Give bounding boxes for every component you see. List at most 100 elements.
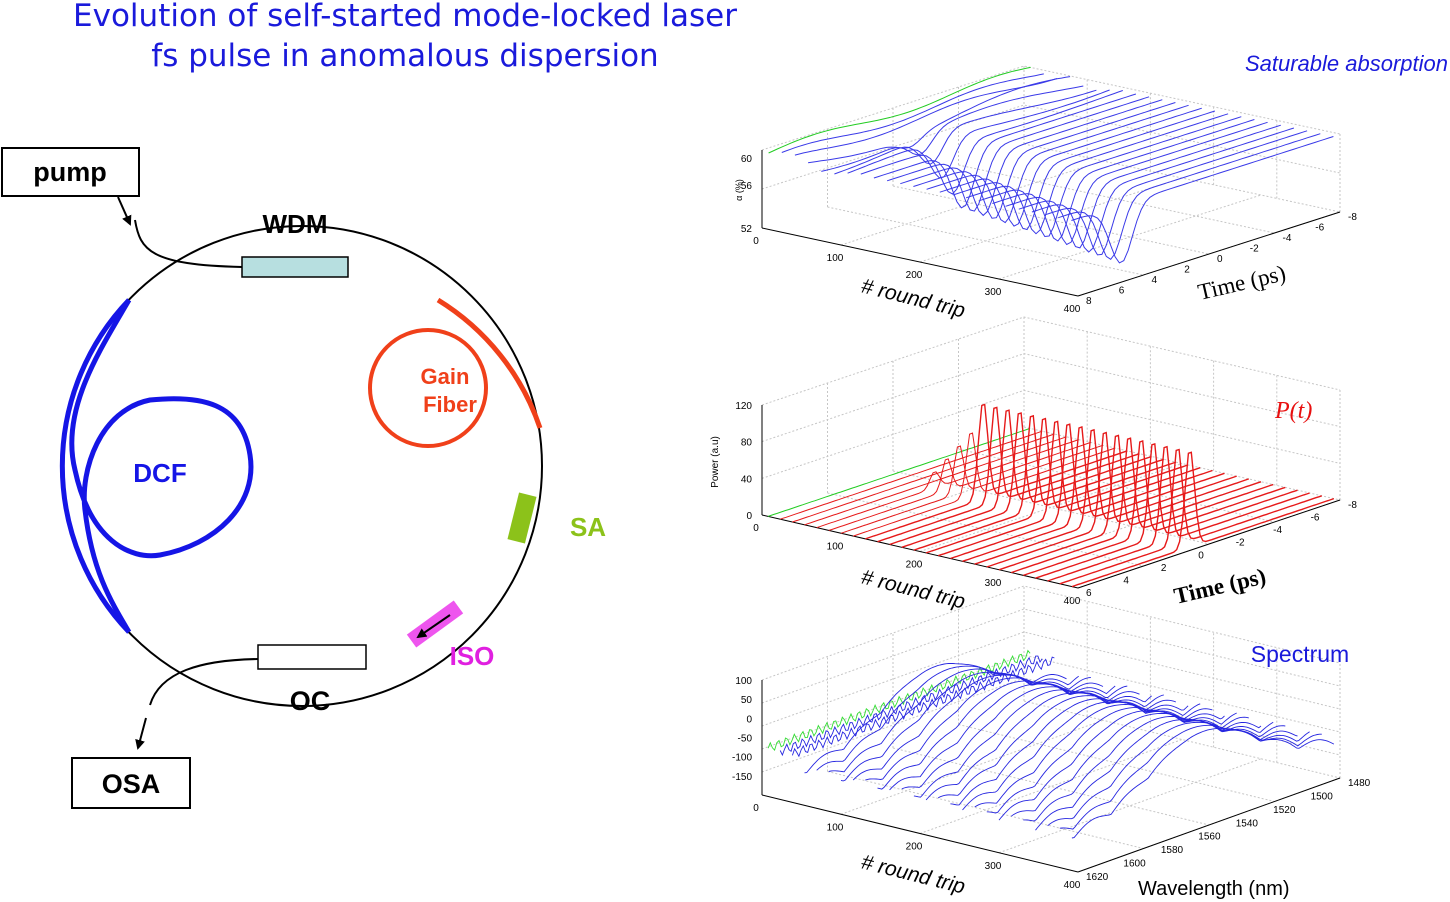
spectrum-value-tick: -50: [738, 734, 753, 745]
osa-box: [71, 757, 191, 809]
sa-trace: [926, 104, 1189, 224]
power-axis-tick: -8: [1348, 500, 1357, 511]
power-trace: [974, 428, 1237, 565]
spectrum-axis-tick: 1580: [1161, 845, 1184, 856]
spectrum-value-tick: -100: [732, 753, 752, 764]
gain-fiber-coil: [368, 328, 488, 448]
power-trace: [865, 403, 1128, 540]
sa-axis-tick: -8: [1348, 212, 1357, 223]
power-trace: [853, 432, 1116, 537]
power-axes: [761, 405, 1341, 589]
sa-value-tick: 60: [741, 154, 753, 165]
power-round-trip-tick: 100: [827, 541, 844, 552]
pump-fiber: [134, 219, 243, 268]
spectrum-trace: [901, 686, 1164, 790]
sa-trace: [1005, 121, 1268, 246]
plot-spectrum: 0 100 200 300 400 1480 1500 1520 1540 1560 1580 160…: [732, 585, 1371, 900]
sa-round-trip-tick: 200: [906, 270, 923, 281]
spectrum-trace: [816, 665, 1079, 771]
sa-gridlines: [761, 65, 1342, 297]
power-trace: [1023, 440, 1286, 577]
sa-trace: [847, 89, 1110, 179]
sa-axis-tick: 4: [1152, 275, 1158, 286]
gain-label-line-2: Fiber: [423, 392, 477, 417]
sa-round-trip-tick: 400: [1064, 304, 1081, 315]
spectrum-trace: [1023, 715, 1286, 822]
spectrum-trace: [937, 695, 1201, 799]
power-xlabel: # round trip: [859, 566, 968, 614]
spectrum-axis-tick: 1520: [1273, 805, 1296, 816]
gain-label-line-1: Gain: [421, 364, 470, 389]
spectrum-trace: [1047, 721, 1310, 827]
power-plot-label: P(t): [1274, 398, 1312, 424]
sa-round-trip-tick: 0: [753, 236, 759, 247]
power-axis-tick: 2: [1161, 563, 1167, 574]
sa-axes: [761, 150, 1341, 297]
sa-trace: [900, 99, 1163, 217]
sa-axis-tick: 2: [1184, 265, 1190, 276]
power-value-tick: 0: [746, 511, 752, 522]
title-line-2: fs pulse in anomalous dispersion: [151, 38, 659, 74]
sa-trace: [821, 85, 1084, 172]
power-trace: [792, 433, 1055, 523]
spectrum-round-trip-tick: 400: [1064, 880, 1081, 891]
spectrum-trace: [828, 668, 1091, 773]
sa-axis-tick: 6: [1119, 286, 1125, 297]
power-trace: [840, 444, 1104, 534]
spectrum-axis-tick: 1500: [1311, 791, 1334, 802]
power-round-trip-tick: 300: [985, 578, 1002, 589]
laser-cavity-diagram: DCF Gain Fiber SA ISO WDM pump OC OSA: [1, 147, 606, 809]
power-trace: [780, 430, 1043, 520]
osa-label: OSA: [102, 769, 161, 799]
power-round-trip-tick: 400: [1064, 596, 1081, 607]
spectrum-trace: [767, 649, 1031, 751]
power-trace: [937, 420, 1201, 557]
sa-trace: [1018, 124, 1281, 249]
spectrum-axis-tick: 1620: [1086, 872, 1109, 883]
sa-trace: [808, 76, 1071, 164]
power-trace: [950, 423, 1213, 560]
gain-fiber-arc: [436, 297, 543, 429]
spectrum-trace: [865, 677, 1128, 781]
iso-direction-arrow: [416, 614, 451, 639]
sa-round-trip-tick: 100: [827, 253, 844, 264]
spectrum-wlabel: Wavelength (nm): [1138, 878, 1290, 900]
spectrum-trace: [1071, 728, 1335, 839]
spectrum-ticks: 0 100 200 300 400 1480 1500 1520 1540 1560 1580 160…: [732, 676, 1371, 891]
sa-trace: [979, 116, 1242, 238]
output-fiber: [149, 658, 259, 706]
oc-coupler: [257, 644, 367, 670]
spectrum-round-trip-tick: 0: [753, 803, 759, 814]
spectrum-trace: [877, 680, 1140, 790]
sa-axis-tick: -2: [1250, 244, 1259, 255]
spectrum-axis-tick: 1540: [1236, 818, 1259, 829]
spectrum-value-tick: -150: [732, 772, 752, 783]
power-trace: [828, 441, 1091, 531]
sa-trace: [873, 93, 1137, 209]
sa-round-trip-tick: 300: [985, 287, 1002, 298]
iso-label: ISO: [450, 641, 495, 671]
spectrum-round-trip-tick: 300: [985, 861, 1002, 872]
power-value-tick: 40: [741, 474, 753, 485]
sa-ylabel: α (%): [734, 179, 744, 201]
dcf-fiber-arc: [59, 298, 131, 634]
power-trace: [1035, 442, 1298, 579]
sa-trace: [952, 110, 1216, 231]
spectrum-traces: [767, 649, 1335, 839]
wdm-coupler: [241, 256, 349, 278]
power-axis-tick: 4: [1123, 575, 1129, 586]
sa-axis-tick: -4: [1283, 233, 1292, 244]
power-gridlines: [761, 316, 1342, 589]
dcf-fiber-coil: [69, 298, 254, 634]
sa-axis-tick: -6: [1315, 223, 1324, 234]
sa-axis-tick: 8: [1086, 296, 1092, 307]
power-axis-tick: -6: [1311, 513, 1320, 524]
pump-arrow: [117, 196, 132, 226]
sa-trace: [992, 119, 1255, 242]
sa-xlabel: # round trip: [859, 275, 968, 323]
spectrum-axis-tick: 1480: [1348, 778, 1371, 789]
spectrum-plot-label: Spectrum: [1251, 641, 1349, 667]
